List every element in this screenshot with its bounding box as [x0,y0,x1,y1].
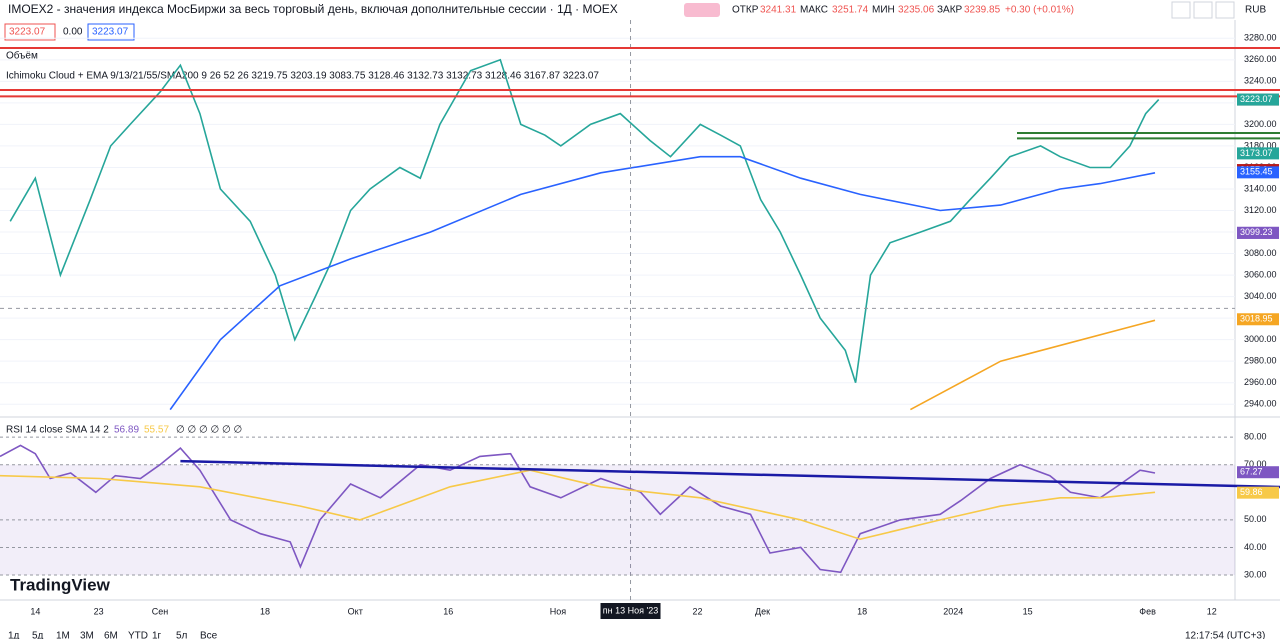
y-tick-label: 3260.00 [1244,54,1277,64]
y-tick-label: 3240.00 [1244,76,1277,86]
crosshair-label: пн 13 Ноя '23 [603,605,658,615]
pane [0,37,1235,411]
price-tag-label: 3223.07 [1240,94,1273,104]
bid-box[interactable] [4,23,56,41]
x-tick-label: Ноя [550,606,567,616]
x-tick-label: Окт [348,606,363,616]
price-tag [1237,166,1279,179]
indicator-title: RSI 14 close SMA 14 2 [6,425,109,436]
logo: TradingView [10,575,111,594]
ohlc-value: 3241.31 [760,5,797,16]
header: IMOEX2 - значения индекса МосБиржи за ве… [4,1,1266,639]
y-tick-label: 3280.00 [1244,33,1277,43]
ohlc-value: 3235.06 [898,5,935,16]
y-tick-label: 3040.00 [1244,291,1277,301]
period-button[interactable]: 1М [56,631,70,639]
price-tag [1237,147,1279,160]
indicator-value: 56.89 [114,425,139,436]
price-tag-label: 3018.95 [1240,314,1273,324]
series-line [0,469,1156,541]
y-tick-label: 40.00 [1244,542,1267,552]
series-line [9,58,1160,383]
ask: 3223.07 [92,27,129,38]
y-tick-label: 2960.00 [1244,377,1277,387]
bid: 3223.07 [9,27,46,38]
button[interactable] [1193,1,1213,19]
y-tick-label: 30.00 [1244,569,1267,579]
ohlc-label: МАКС [800,5,828,16]
x-tick-label: 16 [443,606,453,616]
ohlc-value: 3251.74 [832,5,869,16]
price-tag-label: 59.86 [1240,487,1263,497]
ohlc-label: ОТКР [732,5,759,16]
trendline [180,459,1280,489]
price-tag [1237,313,1279,326]
indicator-value: 55.57 [144,425,169,436]
button[interactable] [1215,1,1235,19]
period-button[interactable]: YTD [128,631,148,639]
y-tick-label: 2980.00 [1244,356,1277,366]
y-tick-label: 70.00 [1244,459,1267,469]
period-button[interactable]: 1г [152,631,162,639]
x-tick-label: Дек [755,606,770,616]
y-tick-label: 3180.00 [1244,140,1277,150]
button[interactable] [1171,1,1191,19]
price-tag [1237,466,1279,479]
price-tag-label: 3099.23 [1240,227,1273,237]
ohlc-label: МИН [872,5,895,16]
currency[interactable]: RUB [1245,5,1266,16]
y-tick-label: 3000.00 [1244,334,1277,344]
x-tick-label: 2024 [943,606,963,616]
period-button[interactable]: 1д [8,631,20,639]
pane [0,436,1235,576]
indicator-extra: ∅ ∅ ∅ ∅ ∅ ∅ [176,425,242,436]
price-tag-label: 67.27 [1240,467,1263,477]
indicator-legend: Ichimoku Cloud + EMA 9/13/21/55/SMA200 9… [6,71,599,82]
price-tag [1237,93,1279,106]
change: +0.30 (+0.01%) [1005,5,1074,16]
x-tick-label: 22 [692,606,702,616]
period-button[interactable]: 5д [32,631,44,639]
clock: 12:17:54 (UTC+3) [1185,631,1265,639]
x-tick-label: 12 [1207,606,1217,616]
x-tick-label: 18 [260,606,270,616]
y-tick-label: 2940.00 [1244,399,1277,409]
y-tick-label: 50.00 [1244,514,1267,524]
y-tick-label: 3140.00 [1244,183,1277,193]
period-button[interactable]: Все [200,631,218,639]
volume-label: Объём [6,50,38,62]
period-button[interactable]: 3М [80,631,94,639]
ask-box[interactable] [87,23,135,41]
flag[interactable] [684,3,720,17]
series-line [910,319,1156,411]
series-line [169,155,1156,411]
price-tag-label: 3173.07 [1240,148,1273,158]
x-tick-label: 18 [857,606,867,616]
symbol-title: IMOEX2 - значения индекса МосБиржи за ве… [8,2,618,16]
x-tick-label: 23 [94,606,104,616]
price-tag [1237,226,1279,239]
spread: 0.00 [63,27,83,38]
x-tick-label: 14 [30,606,40,616]
series-line [0,444,1156,574]
crosshair-box [600,603,661,619]
price-tag-label: 3155.45 [1240,167,1273,177]
x-tick-label: Сен [152,606,169,616]
x-tick-label: 15 [1023,606,1033,616]
x-tick-label: Фев [1139,606,1156,616]
period-button[interactable]: 6М [104,631,118,639]
y-tick-label: 3200.00 [1244,119,1277,129]
price-tag [1237,486,1279,499]
y-tick-label: 3080.00 [1244,248,1277,258]
y-tick-label: 80.00 [1244,431,1267,441]
ohlc-label: ЗАКР [937,5,963,16]
y-tick-label: 3060.00 [1244,269,1277,279]
period-button[interactable]: 5л [176,631,188,639]
y-tick-label: 3120.00 [1244,205,1277,215]
ohlc-value: 3239.85 [964,5,1001,16]
